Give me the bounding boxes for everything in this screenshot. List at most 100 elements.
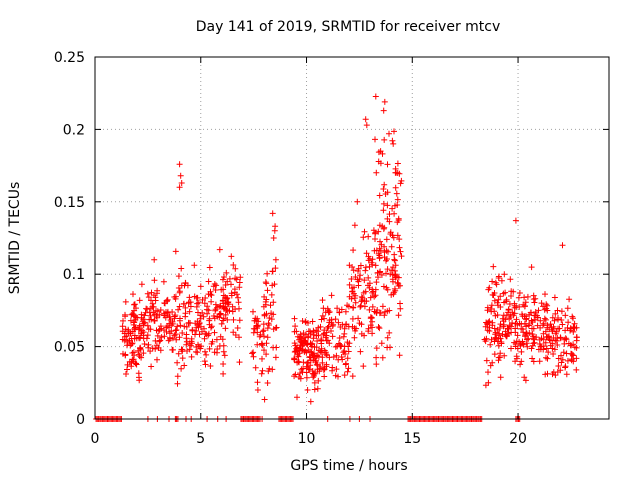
data-point <box>381 224 388 231</box>
data-point <box>508 293 514 299</box>
data-point <box>291 340 298 347</box>
data-point <box>397 305 404 312</box>
data-point <box>496 330 502 337</box>
data-point <box>372 236 378 242</box>
data-point <box>503 333 510 340</box>
data-point <box>513 338 520 345</box>
data-point <box>131 301 137 308</box>
data-point <box>499 315 506 322</box>
data-point <box>220 342 227 349</box>
data-point <box>236 334 242 341</box>
data-point <box>321 315 328 322</box>
data-point <box>176 303 183 310</box>
data-point <box>136 351 142 358</box>
data-point <box>386 211 393 218</box>
data-point <box>398 253 405 260</box>
data-point <box>528 317 535 324</box>
data-point <box>521 294 528 301</box>
data-point <box>319 312 326 319</box>
data-point <box>176 288 183 295</box>
data-point <box>397 300 403 307</box>
data-point <box>191 262 198 269</box>
data-point <box>271 227 278 234</box>
data-point <box>495 354 502 361</box>
data-point <box>154 290 160 297</box>
data-point <box>254 322 261 329</box>
data-point <box>267 302 274 309</box>
data-point <box>516 320 523 327</box>
data-point <box>297 342 304 349</box>
data-point <box>540 320 547 327</box>
data-point <box>179 355 186 362</box>
data-point <box>211 315 218 322</box>
data-point <box>208 292 215 299</box>
data-point <box>310 331 317 338</box>
data-point <box>341 325 348 332</box>
data-point <box>555 363 562 369</box>
data-point <box>507 276 514 283</box>
data-point <box>161 333 168 340</box>
data-point <box>495 296 502 303</box>
data-point <box>346 340 353 347</box>
data-point <box>216 311 223 317</box>
data-point <box>232 332 239 338</box>
data-point <box>495 342 502 349</box>
data-point <box>213 282 220 289</box>
data-point <box>151 311 158 318</box>
data-point <box>390 140 397 147</box>
data-point <box>220 315 227 322</box>
data-point <box>259 367 266 374</box>
data-point <box>503 298 510 305</box>
data-point <box>372 93 379 100</box>
x-tick-label: 20 <box>509 431 527 447</box>
data-point <box>542 339 549 346</box>
data-point <box>560 349 567 356</box>
data-point <box>498 277 505 284</box>
data-point <box>260 321 267 328</box>
data-point <box>194 321 201 328</box>
data-point <box>181 300 187 307</box>
data-point <box>297 331 304 338</box>
data-point <box>357 262 364 269</box>
data-point <box>291 356 298 363</box>
data-point <box>222 311 229 318</box>
data-point <box>491 325 498 332</box>
data-point <box>377 238 383 245</box>
data-point <box>211 281 218 287</box>
data-point <box>394 232 401 239</box>
data-point <box>201 325 207 332</box>
data-point <box>524 343 531 350</box>
data-point <box>540 303 547 310</box>
data-point <box>373 354 380 361</box>
data-point <box>559 242 566 249</box>
data-point <box>538 300 545 307</box>
y-tick-label: 0.05 <box>54 340 85 356</box>
data-point <box>396 244 403 251</box>
data-point <box>360 363 367 370</box>
data-point <box>298 366 305 373</box>
data-point <box>551 317 558 324</box>
data-point <box>205 307 212 314</box>
data-point <box>506 301 513 307</box>
data-point <box>189 326 196 333</box>
data-point <box>324 325 331 331</box>
data-point <box>172 331 179 338</box>
data-point <box>373 309 380 316</box>
data-point <box>193 344 200 350</box>
data-point <box>307 398 314 405</box>
data-point <box>376 325 383 332</box>
data-point <box>270 326 277 333</box>
data-point <box>208 323 215 330</box>
data-point <box>512 217 519 224</box>
data-point <box>384 344 391 351</box>
data-point <box>182 313 189 320</box>
data-point <box>169 309 176 315</box>
data-point <box>272 256 279 263</box>
data-point <box>208 324 214 331</box>
data-point <box>237 274 244 281</box>
data-point <box>220 276 226 283</box>
data-point <box>217 333 224 340</box>
data-point <box>528 264 535 271</box>
data-point <box>307 354 314 361</box>
